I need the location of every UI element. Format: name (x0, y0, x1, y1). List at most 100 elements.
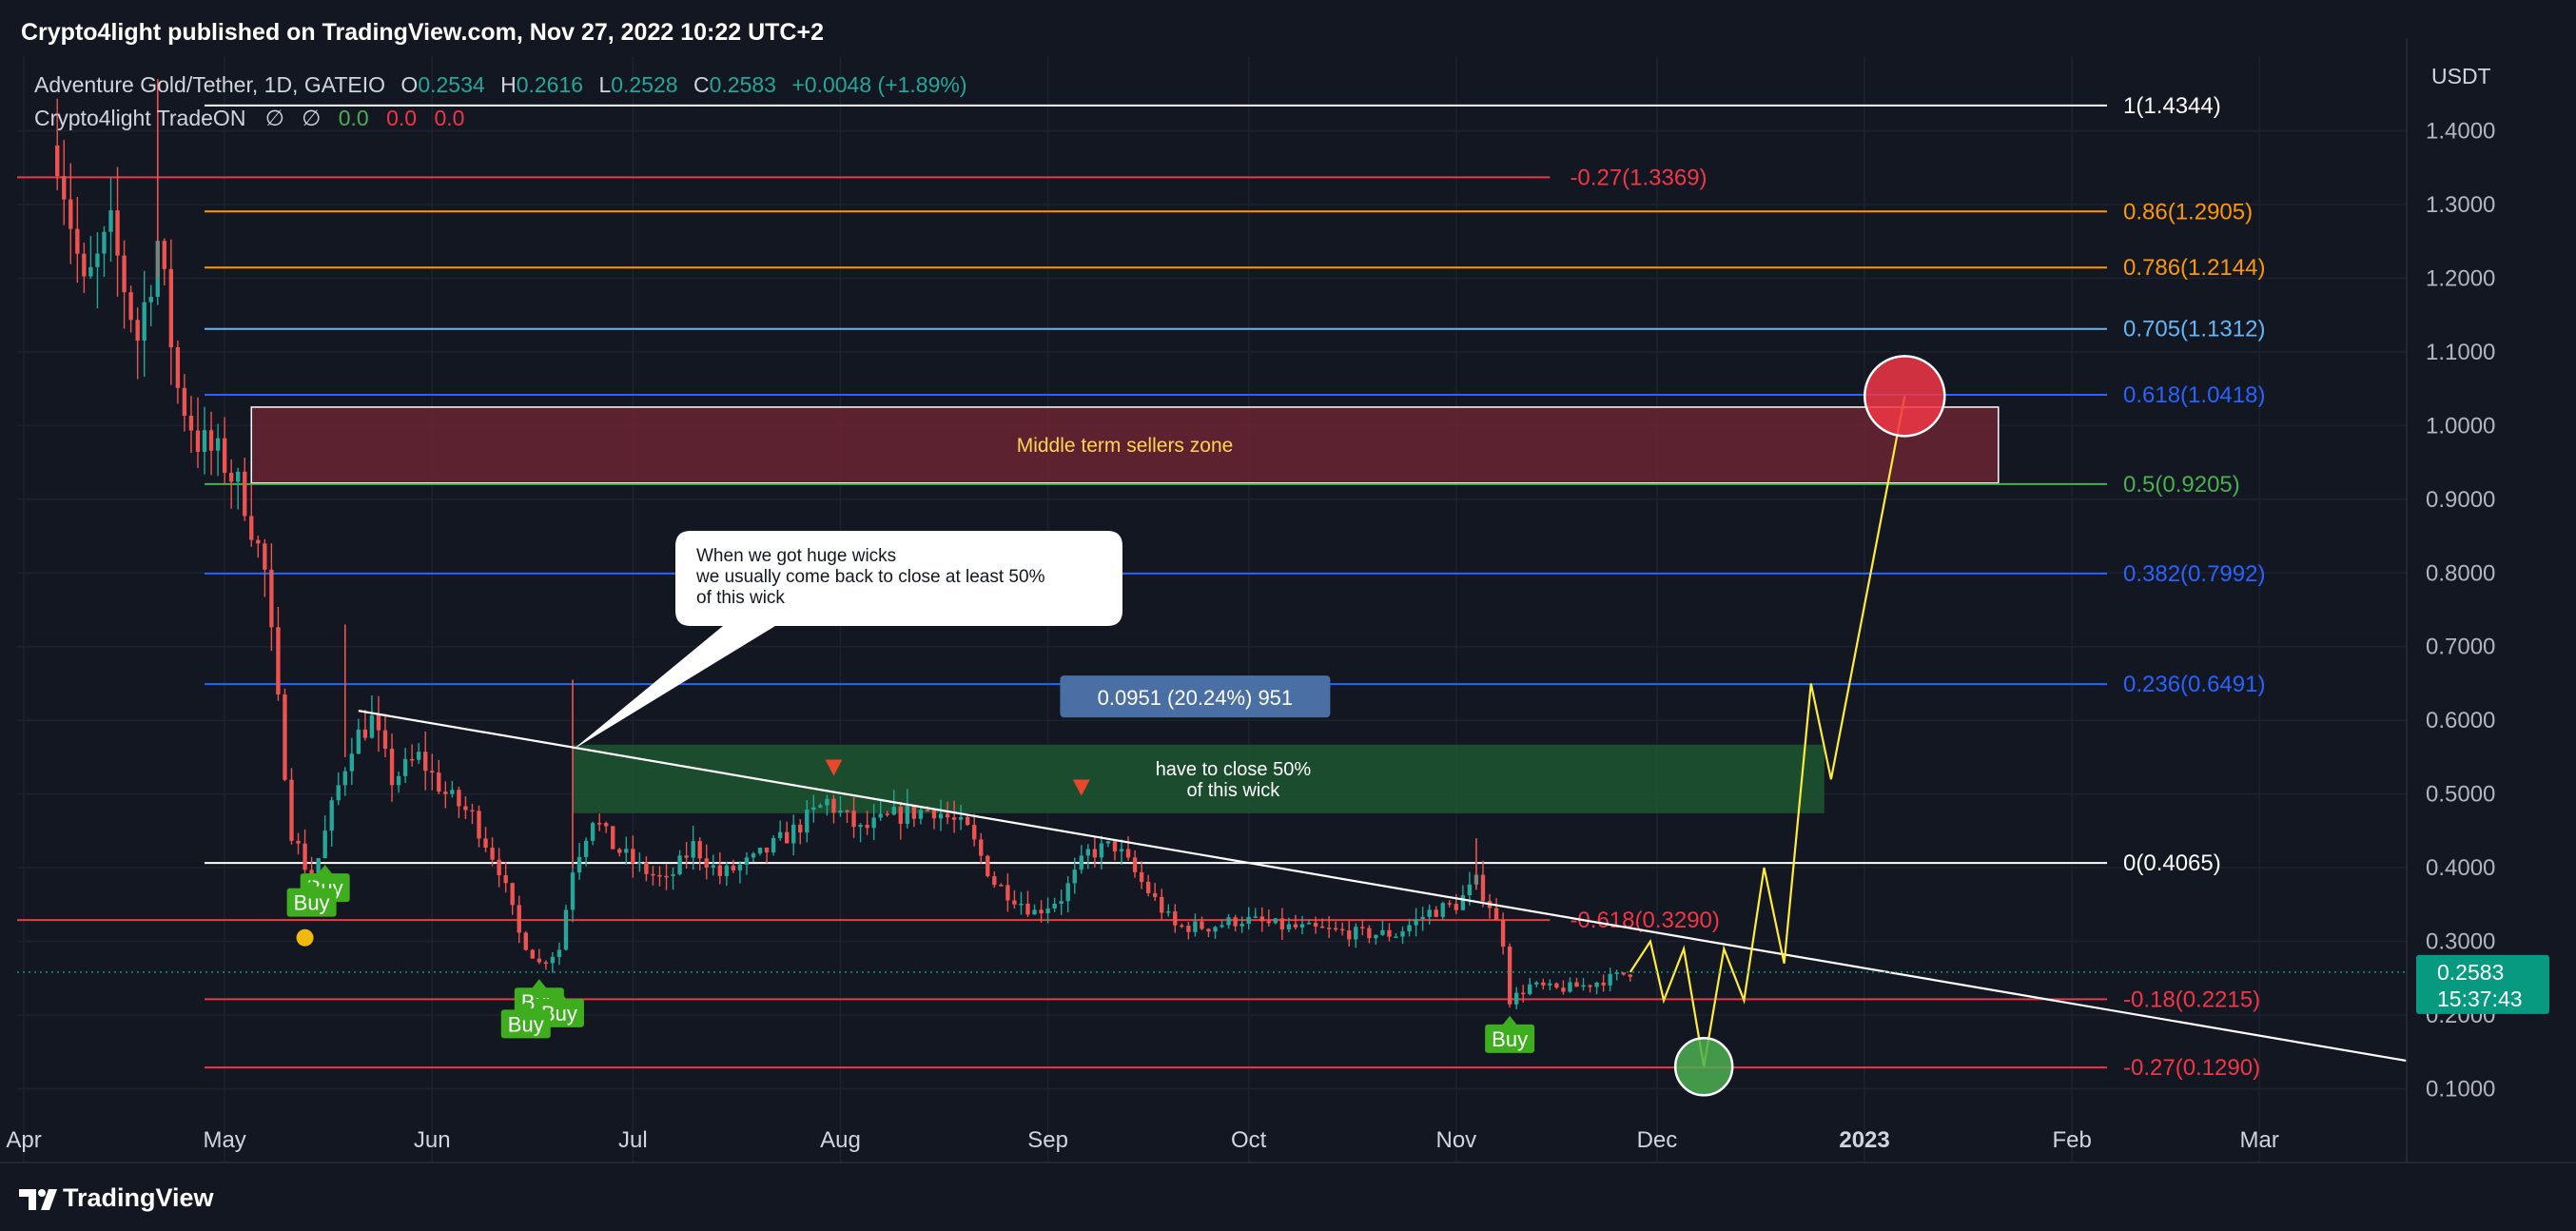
candle-body (691, 841, 695, 858)
candle-body (249, 516, 254, 540)
legend-o-value: 0.2534 (418, 72, 485, 97)
candle-body (356, 729, 361, 754)
candle-body (457, 790, 461, 807)
fib-label: 0.5(0.9205) (2123, 472, 2240, 498)
candle-body (1554, 983, 1559, 988)
circles (1673, 355, 1946, 1097)
candle-body (1374, 934, 1378, 939)
projection-path[interactable] (1629, 396, 1906, 1067)
candle-body (737, 864, 743, 870)
candle-body (838, 810, 843, 813)
x-tick-label: Apr (6, 1127, 41, 1153)
candle-body (1507, 946, 1512, 1005)
buy-signal-box[interactable] (1485, 1024, 1535, 1053)
candle-countdown: 15:37:43 (2437, 987, 2523, 1011)
candle-body (885, 813, 889, 815)
candle-body (777, 831, 783, 838)
x-tick-label: May (203, 1127, 245, 1153)
candle-body (537, 958, 542, 963)
circle-target-red[interactable] (1864, 355, 1946, 438)
legend-l-label: L (598, 72, 611, 97)
buy-signal-pointer (303, 879, 320, 889)
candle-body (1454, 904, 1459, 910)
legend-h-value: 0.2616 (517, 72, 583, 97)
sell-arrow-marker (1072, 779, 1090, 796)
candle-body (891, 807, 896, 815)
candle-body (1460, 895, 1466, 910)
candle-body (1173, 911, 1178, 926)
x-tick-label: Dec (1637, 1127, 1678, 1153)
candle-body (430, 771, 435, 773)
candle-body (1092, 849, 1098, 858)
candle-body (1548, 983, 1552, 986)
candle-body (1447, 903, 1452, 905)
fib-label: -0.27(1.3369) (1570, 165, 1707, 190)
candle-body (1407, 925, 1412, 932)
price-candles (55, 79, 1632, 1010)
callout-bubble[interactable] (573, 531, 1122, 751)
candle-body (477, 811, 481, 839)
candle-body (731, 865, 736, 870)
fib-label: 1(1.4344) (2123, 93, 2221, 119)
candle-body (349, 753, 355, 772)
candle-body (711, 865, 715, 868)
candle-body (108, 210, 113, 232)
candle-body (122, 255, 127, 293)
sellers-zone-label: Middle term sellers zone (1017, 435, 1234, 457)
candle-body (1019, 903, 1024, 906)
candle-body (470, 810, 475, 812)
buy-signal-box[interactable] (286, 888, 337, 917)
candle-body (283, 694, 287, 780)
candle-body (135, 320, 140, 342)
descending-trendline[interactable] (358, 710, 2408, 1063)
legend-h-label: H (500, 72, 517, 97)
sellers-zone[interactable] (250, 406, 2000, 484)
candle-body (543, 962, 549, 965)
candle-body (1521, 992, 1526, 995)
fib-label: 0.618(1.0418) (2123, 382, 2265, 408)
candle-body (1266, 921, 1271, 924)
buy-signal-pointer (517, 1001, 534, 1011)
circle-low-green[interactable] (1673, 1037, 1734, 1097)
candle-body (148, 296, 153, 303)
grid (17, 57, 2407, 1163)
candle-body (951, 817, 957, 820)
candle-body (1340, 928, 1345, 931)
buy-signal-label: Buy (1492, 1027, 1528, 1051)
symbol-legend[interactable]: Adventure Gold/Tether, 1D, GATEIO O0.253… (34, 72, 967, 97)
candle-body (1039, 909, 1044, 913)
y-tick-label: 0.3000 (2426, 929, 2495, 955)
candle-body (757, 848, 763, 854)
candle-body (1621, 972, 1626, 975)
candle-body (751, 853, 756, 858)
legend-l-value: 0.2528 (611, 72, 677, 97)
money-bag-icon (296, 928, 314, 947)
candle-body (376, 714, 381, 731)
candle-body (503, 875, 508, 884)
x-tick-label: Feb (2052, 1127, 2091, 1153)
indicator-legend[interactable]: Crypto4light TradeON ∅ ∅ 0.0 0.0 0.0 (34, 106, 464, 130)
candle-body (1608, 973, 1612, 986)
current-price-label: 0.2583 15:37:43 (2416, 954, 2549, 1014)
measure-box[interactable] (1060, 675, 1331, 718)
tradingview-logo[interactable]: TradingView (19, 1183, 215, 1212)
target-zone[interactable] (573, 744, 1825, 813)
buy-signal-box[interactable] (500, 1009, 551, 1039)
buy-signal-label: Buy (294, 891, 330, 915)
indicator-name: Crypto4light TradeON (34, 106, 245, 130)
candle-body (1220, 925, 1224, 928)
fib-label: -0.618(0.3290) (1570, 908, 1719, 933)
candle-body (1112, 841, 1118, 851)
callout[interactable]: When we got huge wicks we usually come b… (573, 531, 1122, 751)
indicator-value-1: 0.0 (339, 106, 369, 130)
candle-body (1387, 929, 1392, 937)
measure-label[interactable]: 0.0951 (20.24%) 951 (1060, 675, 1331, 718)
candle-body (342, 771, 347, 786)
candle-body (1427, 909, 1432, 917)
candle-body (517, 905, 521, 933)
candle-body (296, 840, 301, 844)
target-zone-label-line1: have to close 50% (1156, 759, 1312, 780)
candle-body (1025, 903, 1030, 915)
candle-body (583, 840, 589, 857)
